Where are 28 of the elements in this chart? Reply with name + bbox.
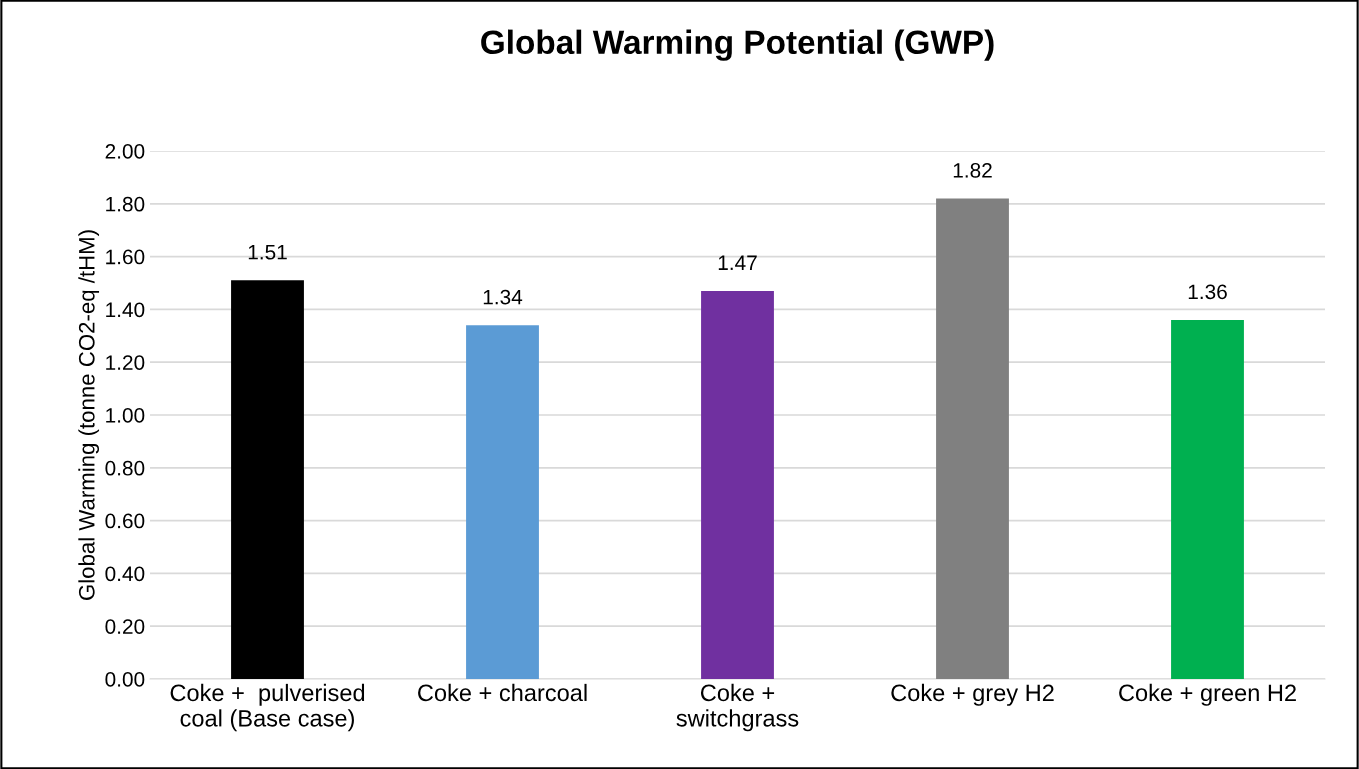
y-tick-label: 1.40 [106, 302, 145, 318]
y-tick-label: 0.20 [105, 619, 145, 634]
data-label: 1.47 [718, 255, 757, 270]
data-label: 1.36 [1188, 284, 1227, 300]
bar [936, 198, 1009, 679]
y-tick-label: 2.00 [105, 144, 145, 159]
y-tick-label: 1.80 [106, 196, 145, 212]
x-tick-label: Coke + charcoal [418, 683, 587, 702]
y-tick-label: 1.00 [106, 408, 145, 423]
y-axis-title: Global Warming (tonne CO2-eq /tHM) [78, 230, 100, 600]
x-tick-label: Coke + pulverised coal (Base case) [170, 683, 365, 732]
y-tick-label: 0.40 [105, 566, 145, 582]
bar [466, 325, 539, 679]
x-tick-label: Coke + grey H2 [891, 683, 1054, 706]
chart-title: Global Warming Potential (GWP) [481, 29, 994, 61]
x-tick-label: Coke + switchgrass [676, 683, 799, 732]
data-label: 1.82 [953, 162, 992, 178]
data-label: 1.34 [483, 289, 523, 305]
bar [1171, 319, 1244, 679]
y-tick-label: 0.60 [105, 513, 145, 529]
data-label: 1.51 [248, 245, 287, 260]
y-tick-label: 1.60 [106, 249, 145, 265]
y-tick-label: 0.80 [105, 460, 145, 476]
y-tick-label: 0.00 [105, 672, 145, 687]
y-tick-label: 1.20 [106, 355, 145, 370]
bar [701, 290, 774, 679]
bar [231, 280, 304, 679]
x-tick-label: Coke + green H2 [1119, 683, 1296, 706]
